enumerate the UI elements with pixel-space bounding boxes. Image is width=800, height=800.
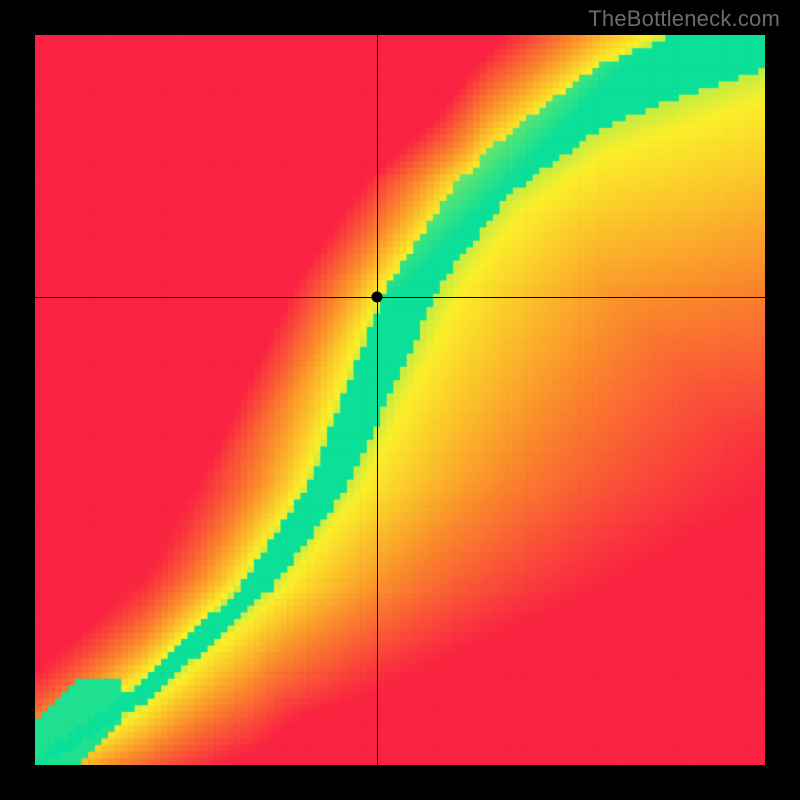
chart-container: TheBottleneck.com [0,0,800,800]
heatmap-canvas [35,35,765,765]
selection-marker [372,292,383,303]
watermark-text: TheBottleneck.com [588,6,780,32]
crosshair-horizontal [35,297,765,298]
crosshair-vertical [377,35,378,765]
plot-area [35,35,765,765]
